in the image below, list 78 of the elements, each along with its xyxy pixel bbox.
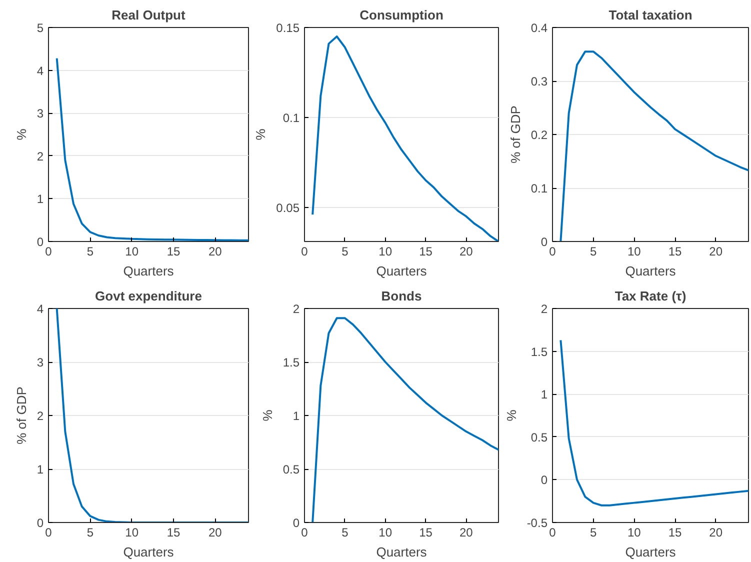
y-tick-label: 3: [36, 356, 44, 370]
x-tick-label: 10: [627, 526, 642, 540]
x-tick-label: 0: [45, 526, 52, 540]
y-tick-label: 0.3: [530, 74, 548, 88]
y-axis-title: %: [260, 409, 275, 422]
y-tick-label: 0.4: [530, 21, 548, 35]
x-tick-label: 15: [419, 526, 433, 540]
y-tick-label: 0: [292, 516, 300, 530]
x-axis-title: Quarters: [625, 264, 676, 278]
y-axis-title: %: [504, 409, 519, 422]
y-tick-label: 0: [36, 235, 44, 249]
x-axis-title: Quarters: [625, 544, 676, 560]
x-tick-label: 10: [627, 244, 642, 258]
y-tick-label: 1: [36, 462, 44, 476]
y-tick-label: 2: [540, 302, 548, 316]
x-tick-label: 0: [45, 244, 52, 258]
x-tick-label: 5: [86, 244, 94, 258]
y-tick-label: 1.5: [530, 344, 548, 359]
x-tick-label: 15: [668, 244, 682, 258]
y-tick-label: 0.2: [530, 128, 548, 142]
x-tick-label: 20: [459, 244, 474, 258]
x-tick-label: 5: [590, 526, 597, 540]
y-tick-label: 0: [540, 473, 548, 488]
x-tick-label: 10: [125, 244, 139, 258]
y-tick-label: 0.5: [282, 462, 300, 476]
y-tick-label: 1: [36, 192, 44, 206]
y-tick-label: -0.5: [526, 516, 548, 530]
x-axis-title: Quarters: [123, 544, 174, 560]
x-tick-label: 20: [208, 244, 222, 258]
x-tick-label: 5: [342, 244, 349, 258]
y-tick-label: 2: [36, 409, 44, 423]
x-tick-label: 20: [208, 526, 222, 540]
y-tick-label: 2: [36, 149, 44, 164]
y-tick-label: 1: [292, 409, 300, 423]
x-axis-title: Quarters: [123, 264, 174, 278]
x-tick-label: 20: [709, 526, 723, 540]
x-tick-label: 20: [709, 244, 723, 258]
y-tick-label: 5: [36, 21, 44, 35]
chart-title: Total taxation: [608, 8, 692, 22]
chart-title: Bonds: [381, 288, 422, 304]
chart-title: Consumption: [360, 8, 444, 22]
x-tick-label: 20: [459, 526, 474, 540]
x-tick-label: 10: [378, 244, 392, 258]
x-tick-label: 15: [668, 526, 682, 540]
y-tick-label: 0.1: [282, 110, 300, 125]
x-tick-label: 10: [125, 526, 139, 540]
y-tick-label: 0: [540, 235, 548, 249]
y-tick-label: 1.5: [282, 356, 300, 370]
y-axis-title: %: [253, 128, 268, 140]
chart-title: Govt expenditure: [95, 288, 202, 304]
y-axis-title: % of GDP: [508, 106, 523, 164]
x-tick-label: 15: [166, 244, 180, 258]
y-tick-label: 0.1: [530, 182, 548, 196]
y-tick-label: 4: [36, 64, 44, 78]
y-tick-label: 2: [292, 302, 300, 316]
y-tick-label: 3: [36, 106, 44, 121]
chart-title: Tax Rate (τ): [614, 288, 686, 304]
x-tick-label: 15: [166, 526, 180, 540]
x-axis-title: Quarters: [376, 264, 428, 278]
x-tick-label: 5: [86, 526, 94, 540]
y-axis-title: % of GDP: [14, 386, 29, 444]
y-tick-label: 0: [36, 516, 44, 530]
y-tick-label: 4: [36, 302, 44, 316]
x-tick-label: 0: [549, 244, 556, 258]
x-axis-title: Quarters: [376, 544, 428, 560]
x-tick-label: 0: [301, 244, 308, 258]
y-tick-label: 1: [540, 388, 548, 402]
x-tick-label: 5: [590, 244, 597, 258]
x-tick-label: 0: [301, 526, 308, 540]
x-tick-label: 0: [549, 526, 556, 540]
x-tick-label: 5: [342, 526, 349, 540]
y-axis-title: %: [14, 128, 29, 140]
y-tick-label: 0.15: [276, 21, 300, 35]
x-tick-label: 15: [419, 244, 433, 258]
x-tick-label: 10: [378, 526, 392, 540]
y-tick-label: 0.5: [530, 430, 548, 444]
chart-title: Real Output: [112, 8, 186, 22]
y-tick-label: 0.05: [276, 200, 300, 215]
